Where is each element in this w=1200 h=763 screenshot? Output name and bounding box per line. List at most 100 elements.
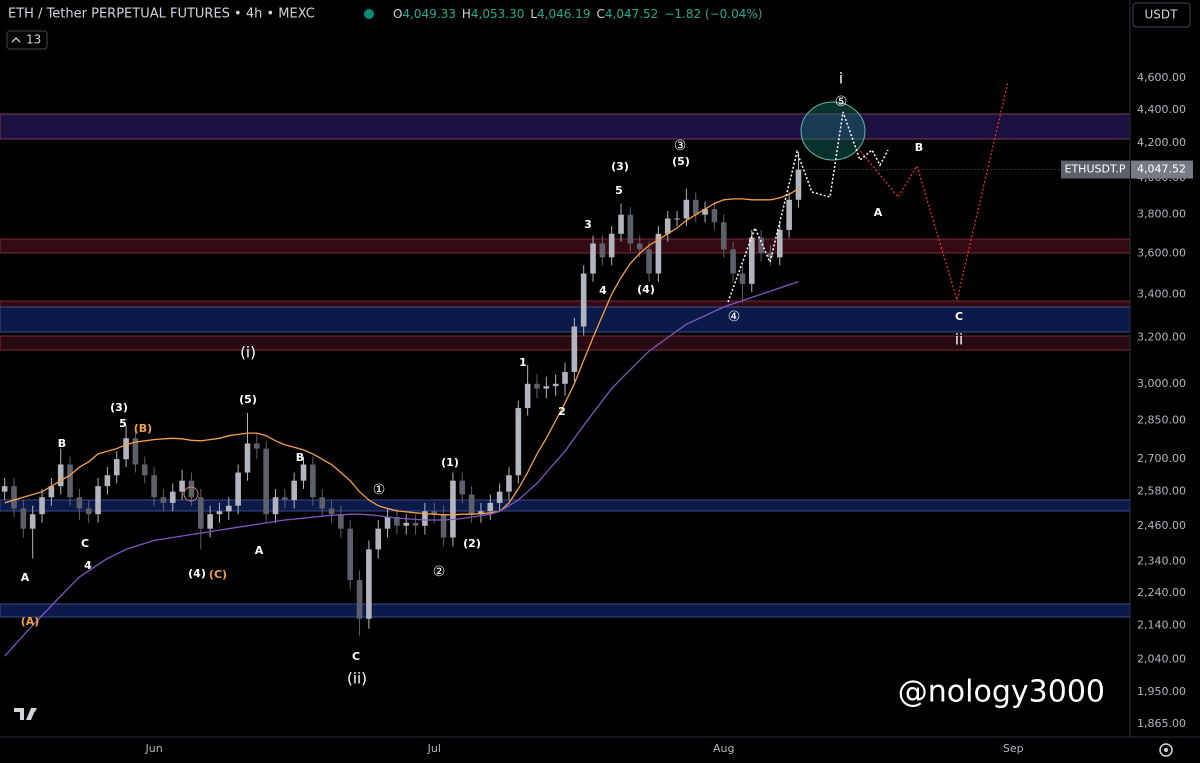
- candle-body: [160, 497, 167, 503]
- candle-body: [702, 209, 708, 215]
- candle-body: [113, 459, 120, 476]
- ohlc-value: 4,047.52: [605, 7, 658, 21]
- candle-body: [496, 491, 503, 503]
- moving-average: [4, 281, 799, 657]
- change: −1.82 (−0.04%): [664, 7, 762, 21]
- candle-body: [366, 549, 372, 619]
- candle-body: [356, 580, 363, 619]
- wave-label: ③: [674, 138, 687, 154]
- demand-zone: [0, 306, 1131, 333]
- candle-body: [347, 528, 354, 581]
- x-tick-label: Sep: [1003, 742, 1024, 755]
- candle-body: [786, 199, 792, 230]
- candle-body: [244, 443, 251, 473]
- candle-body: [674, 218, 680, 220]
- candle-body: [11, 486, 17, 509]
- wave-label: 2: [558, 405, 566, 418]
- candle-body: [263, 448, 269, 515]
- wave-label: 3: [584, 218, 592, 231]
- wave-label: (4): [637, 283, 655, 296]
- candle-body: [468, 494, 475, 515]
- resistance-zone: [0, 238, 1131, 254]
- candle-body: [776, 229, 783, 258]
- y-tick-label: 2,140.00: [1137, 618, 1186, 631]
- wave-label: i: [839, 70, 843, 88]
- wave-label: (3): [110, 401, 128, 414]
- y-tick-label: 1,950.00: [1137, 685, 1186, 698]
- y-tick-label: 2,340.00: [1137, 555, 1186, 568]
- candle-body: [48, 486, 55, 498]
- wave-label: (ii): [347, 670, 367, 688]
- candle-body: [394, 517, 400, 526]
- candle-body: [216, 511, 223, 515]
- moving-average: [4, 188, 799, 516]
- y-tick-label: 4,600.00: [1137, 71, 1186, 84]
- candle-body: [403, 522, 410, 526]
- candle-body: [664, 218, 671, 234]
- candle-body: [459, 480, 466, 495]
- candle-body: [562, 371, 568, 384]
- currency: USDT: [1145, 8, 1179, 22]
- candle-body: [478, 511, 484, 515]
- wave-label: (4): [188, 567, 206, 580]
- y-tick-label: 2,580.00: [1137, 485, 1186, 498]
- wave-label: ②: [433, 564, 446, 580]
- y-tick-label: 2,700.00: [1137, 452, 1186, 465]
- wave-label: (5): [672, 155, 690, 168]
- x-tick-label: Aug: [713, 742, 734, 755]
- demand-zone: [0, 603, 1131, 618]
- wave-label: 4: [84, 559, 92, 572]
- y-tick-label: 3,600.00: [1137, 246, 1186, 259]
- candle-body: [338, 514, 344, 529]
- candle-body: [375, 528, 382, 550]
- candle-body: [95, 486, 101, 515]
- y-tick-label: 3,400.00: [1137, 287, 1186, 300]
- candle-body: [207, 514, 213, 529]
- indicators-toggle[interactable]: [6, 30, 48, 50]
- candle-body: [767, 253, 774, 258]
- candle-body: [711, 209, 718, 223]
- wave-label: C: [955, 310, 963, 323]
- candle-body: [440, 514, 447, 538]
- ohlc: O4,049.33 H4,053.30 L4,046.19 C4,047.52 −1.8…: [393, 7, 762, 21]
- wave-label: ii: [955, 331, 963, 349]
- wave-label: 4: [599, 284, 607, 297]
- candle-body: [534, 383, 540, 389]
- candle-body: [235, 472, 241, 506]
- supply-zone: [0, 113, 1131, 140]
- candle-body: [739, 273, 746, 284]
- wave-label: (A): [21, 615, 40, 628]
- wave-label: 5: [119, 417, 127, 430]
- currency-button[interactable]: [1132, 2, 1191, 28]
- candle-body: [450, 480, 456, 538]
- candle-body: [795, 169, 802, 200]
- ohlc-value: 4,053.30: [471, 7, 524, 21]
- candle-body: [85, 508, 92, 515]
- wave-label: B: [296, 451, 304, 464]
- wave-label: 1: [519, 356, 527, 369]
- candle-body: [1, 486, 8, 492]
- x-tick-label: Jun: [144, 742, 162, 755]
- plot-area: [1, 151, 802, 657]
- candle-body: [226, 505, 232, 512]
- settings-icon[interactable]: [1159, 743, 1173, 757]
- candle-body: [571, 326, 578, 372]
- y-tick-label: 2,240.00: [1137, 586, 1186, 599]
- candle-body: [197, 497, 204, 529]
- wave-label: (i): [240, 344, 256, 362]
- candle-body: [552, 383, 559, 387]
- wave-label: 5: [615, 184, 623, 197]
- candle-body: [104, 475, 111, 487]
- ohlc-key: H: [462, 7, 471, 21]
- ohlc-value: 4,049.33: [402, 7, 455, 21]
- candle-body: [123, 438, 129, 460]
- indicators-count: 13: [26, 33, 41, 47]
- settings-icon-center: [1164, 748, 1168, 752]
- candle-body: [627, 214, 634, 244]
- candle-body: [67, 464, 73, 498]
- candle-body: [431, 511, 438, 515]
- candle-body: [272, 497, 279, 515]
- candle-body: [748, 237, 755, 284]
